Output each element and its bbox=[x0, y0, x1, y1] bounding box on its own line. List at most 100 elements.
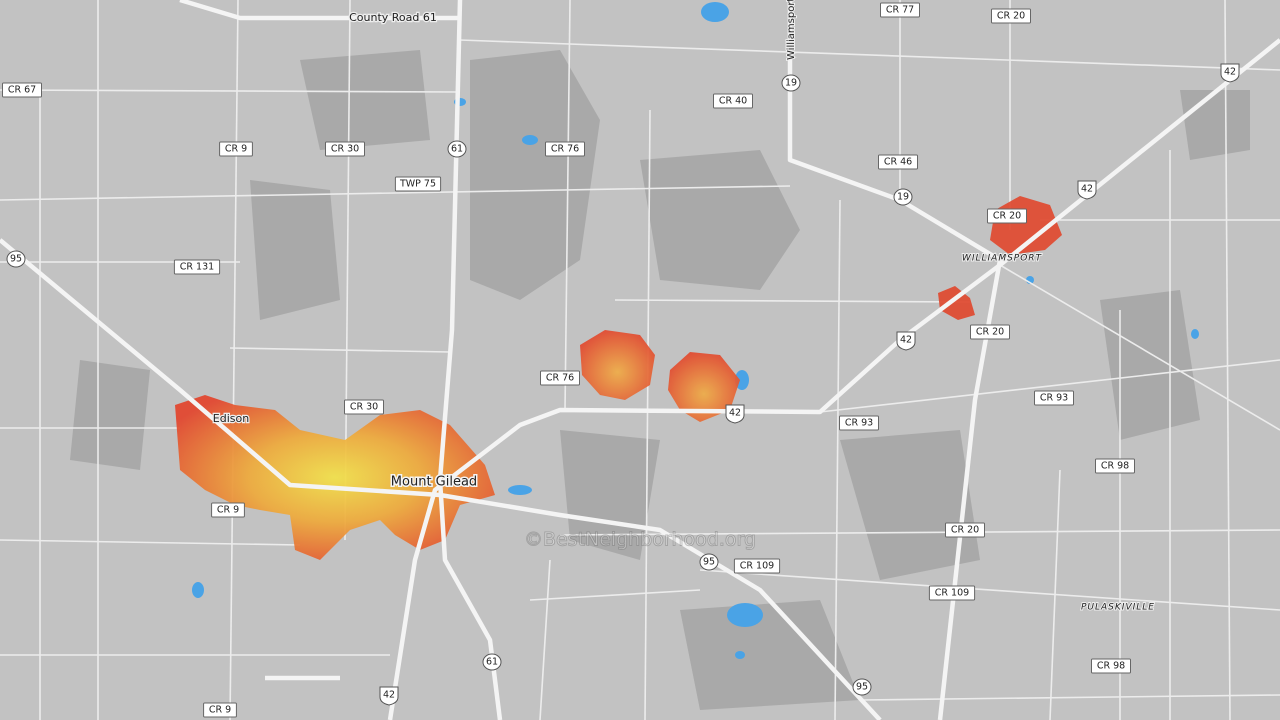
route-shield bbox=[699, 553, 719, 571]
road bbox=[699, 569, 1280, 611]
road bbox=[459, 39, 1280, 71]
road bbox=[644, 109, 651, 720]
label-text: CR 30 bbox=[331, 144, 359, 155]
water bbox=[192, 2, 1199, 659]
label-box: CR 20 bbox=[991, 8, 1031, 24]
label-box: CR 9 bbox=[203, 702, 237, 718]
label-box: CR 131 bbox=[173, 259, 221, 275]
label-plain: Edison bbox=[212, 411, 251, 427]
label-box: CR 93 bbox=[839, 415, 879, 431]
label-text: ©BestNeighborhood.org bbox=[524, 529, 756, 551]
label-vertical: Williamsport bbox=[785, 0, 798, 61]
label-state: 95 bbox=[699, 553, 719, 571]
us-route-shield bbox=[725, 404, 745, 424]
map-shape bbox=[70, 360, 150, 470]
road bbox=[539, 559, 551, 720]
label-text: 95 bbox=[856, 682, 868, 693]
label-state: 61 bbox=[447, 140, 467, 158]
label-text: 42 bbox=[1224, 67, 1236, 78]
label-plain: County Road 61 bbox=[348, 10, 438, 26]
label-text: CR 9 bbox=[225, 144, 247, 155]
water-body bbox=[735, 370, 749, 390]
map-shape bbox=[668, 352, 740, 422]
label-text: CR 93 bbox=[845, 418, 873, 429]
map-shape bbox=[1100, 290, 1200, 440]
water-body bbox=[508, 485, 532, 495]
label-text: CR 98 bbox=[1097, 661, 1125, 672]
label-text: 19 bbox=[897, 192, 909, 203]
road-badge bbox=[878, 154, 918, 170]
map-shape bbox=[1180, 90, 1250, 160]
map-shape bbox=[938, 286, 975, 320]
road-badge bbox=[1034, 390, 1074, 406]
map-shape bbox=[175, 395, 495, 560]
water-body bbox=[1191, 329, 1199, 339]
label-text: CR 30 bbox=[350, 402, 378, 413]
map-shape bbox=[300, 50, 430, 150]
road bbox=[564, 0, 571, 411]
label-text: CR 131 bbox=[180, 262, 214, 273]
us-route-shield bbox=[896, 331, 916, 351]
road-badge bbox=[880, 2, 920, 18]
route-shield bbox=[482, 653, 502, 671]
label-text: CR 20 bbox=[993, 211, 1021, 222]
label-text: CR 93 bbox=[1040, 393, 1068, 404]
road-badge bbox=[1095, 458, 1135, 474]
water-body bbox=[192, 582, 204, 598]
us-route-shield bbox=[379, 686, 399, 706]
label-text: CR 77 bbox=[886, 5, 914, 16]
label-box: CR 9 bbox=[211, 502, 245, 518]
label-text: 95 bbox=[703, 557, 715, 568]
label-box: CR 20 bbox=[987, 208, 1027, 224]
road bbox=[0, 89, 461, 93]
label-text: CR 98 bbox=[1101, 461, 1129, 472]
road-badge bbox=[970, 324, 1010, 340]
label-text: CR 67 bbox=[8, 85, 36, 96]
label-text: 95 bbox=[10, 254, 22, 265]
label-us: 42 bbox=[896, 331, 916, 351]
road-badge bbox=[945, 522, 985, 538]
label-box: CR 98 bbox=[1095, 458, 1135, 474]
label-text: 42 bbox=[900, 335, 912, 346]
label-text: CR 76 bbox=[546, 373, 574, 384]
road-badge bbox=[987, 208, 1027, 224]
label-text: 42 bbox=[729, 408, 741, 419]
map-shape bbox=[250, 180, 340, 320]
water-body bbox=[735, 651, 745, 659]
label-watermark: ©BestNeighborhood.org bbox=[523, 528, 756, 551]
road-badge bbox=[173, 259, 221, 275]
road bbox=[859, 694, 1280, 701]
label-text: County Road 61 bbox=[349, 11, 437, 24]
label-text: Mount Gilead bbox=[391, 475, 477, 490]
road-badge bbox=[733, 558, 781, 574]
road bbox=[0, 238, 882, 720]
label-text: TWP 75 bbox=[399, 179, 436, 190]
label-box: CR 67 bbox=[2, 82, 42, 98]
label-box: CR 77 bbox=[880, 2, 920, 18]
label-town: WILLIAMSPORT bbox=[961, 253, 1043, 265]
label-us: 42 bbox=[1077, 180, 1097, 200]
label-box: CR 76 bbox=[540, 370, 580, 386]
road-badge bbox=[991, 8, 1031, 24]
road bbox=[787, 0, 1003, 720]
label-box: TWP 75 bbox=[394, 176, 442, 192]
route-shield bbox=[893, 188, 913, 206]
label-box: CR 109 bbox=[928, 585, 976, 601]
label-text: CR 20 bbox=[997, 11, 1025, 22]
road bbox=[819, 359, 1280, 413]
road-badge bbox=[1091, 658, 1131, 674]
label-state: 19 bbox=[893, 188, 913, 206]
label-box: CR 9 bbox=[219, 141, 253, 157]
label-state: 95 bbox=[852, 678, 872, 696]
label-us: 42 bbox=[379, 686, 399, 706]
water-body bbox=[727, 603, 763, 627]
label-state: 95 bbox=[6, 250, 26, 268]
label-text: 42 bbox=[1081, 184, 1093, 195]
label-state: 19 bbox=[781, 74, 801, 92]
map-shape bbox=[840, 430, 980, 580]
route-shield bbox=[447, 140, 467, 158]
label-city: Mount Gilead bbox=[389, 473, 478, 491]
label-text: CR 40 bbox=[719, 96, 747, 107]
road-badge bbox=[2, 82, 42, 98]
